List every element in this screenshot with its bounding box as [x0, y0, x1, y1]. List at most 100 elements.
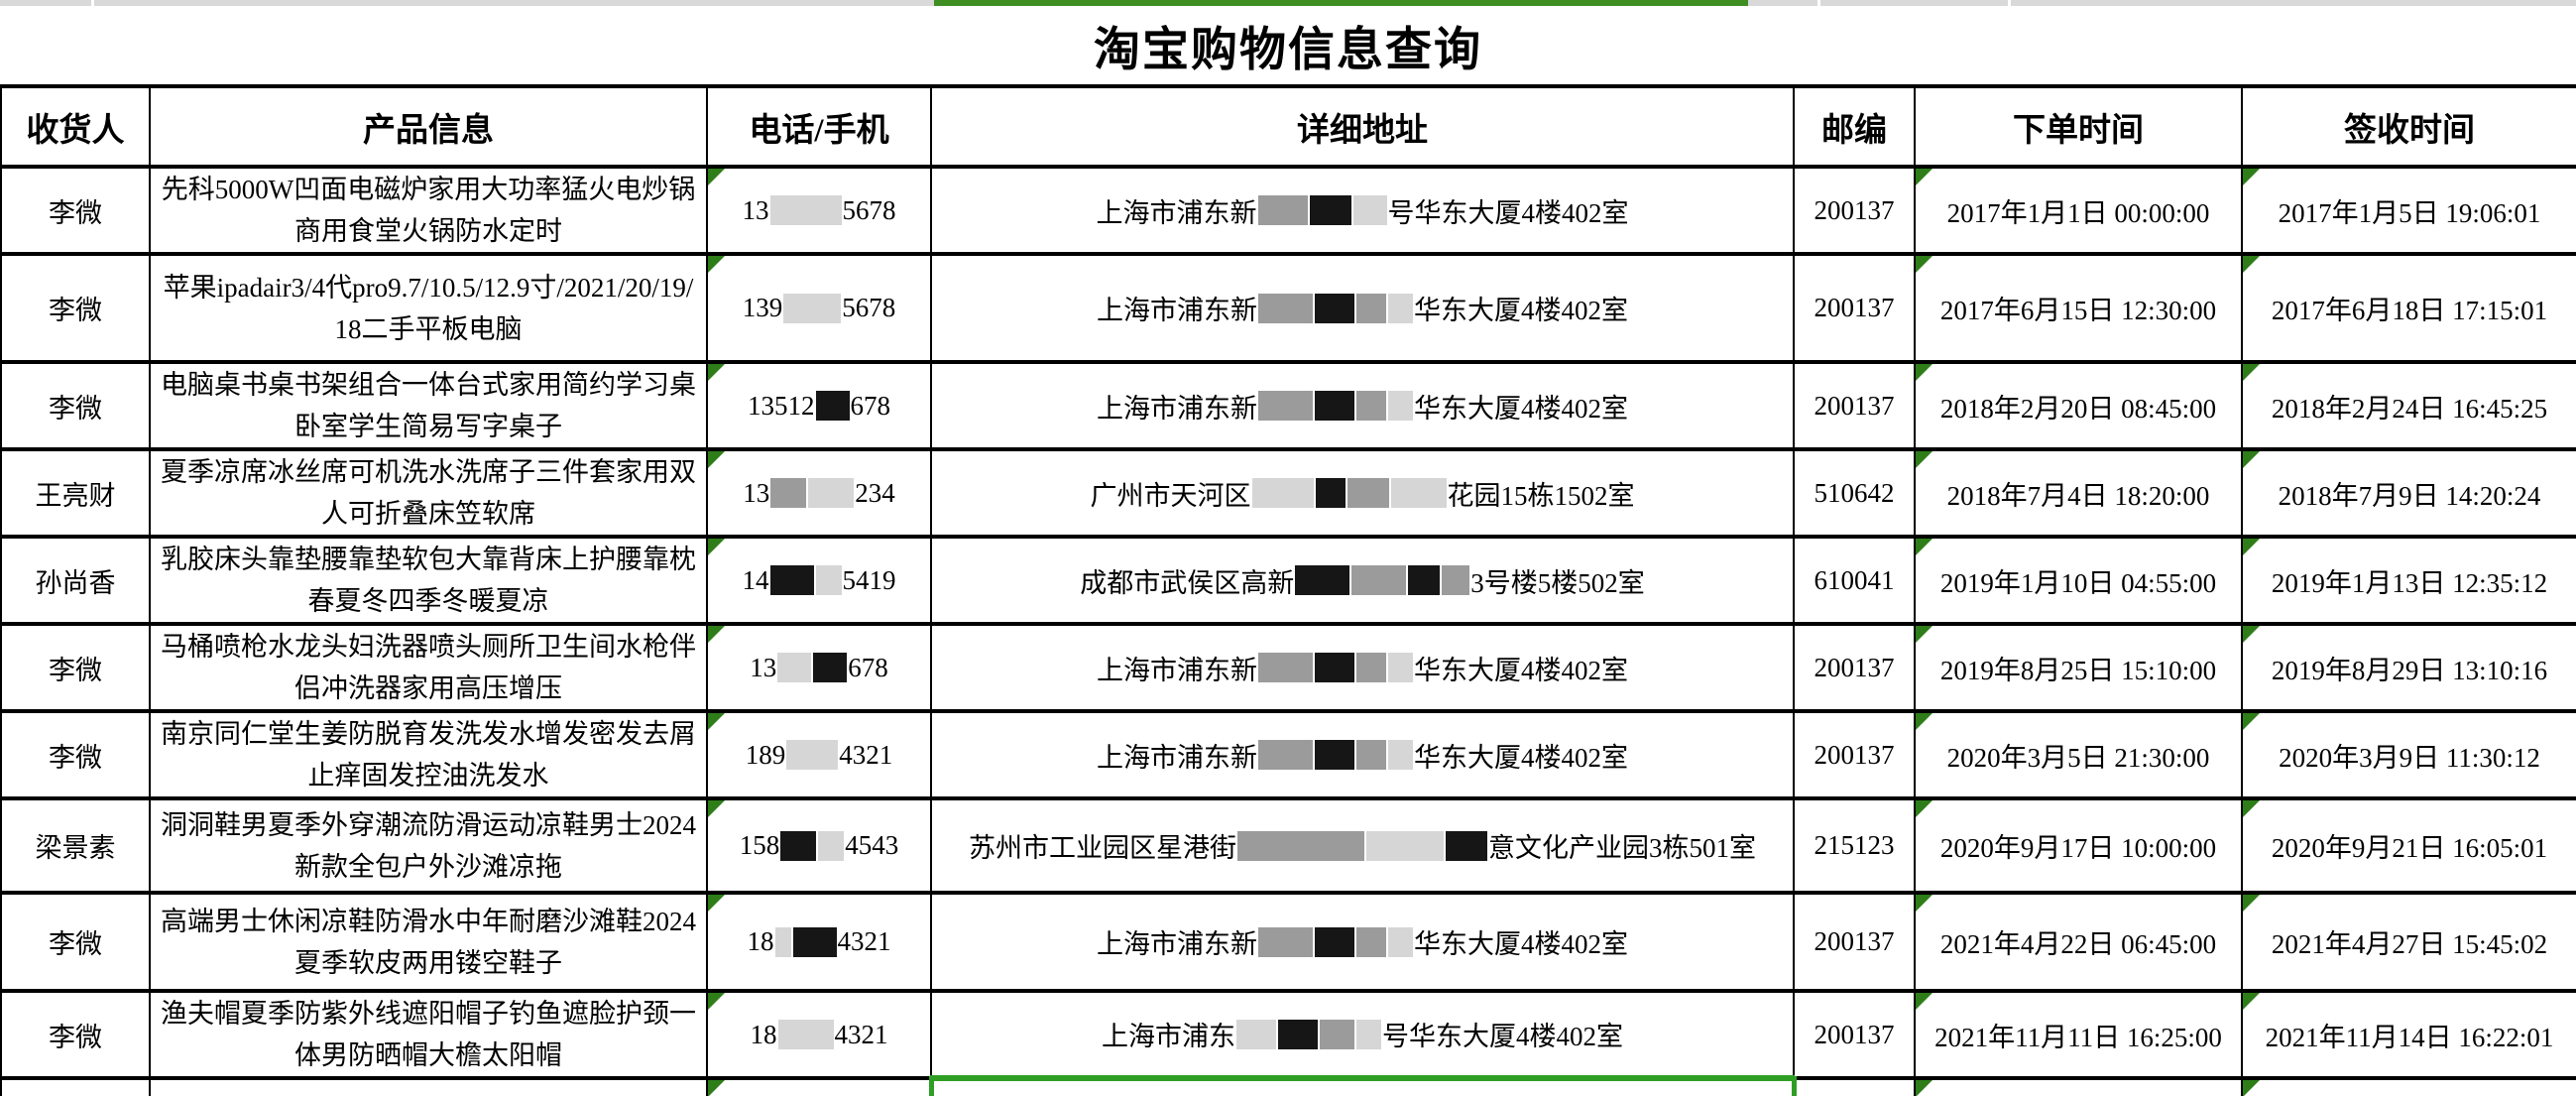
address-cell[interactable]: 上海市浦东新 华东大厦4楼402室	[930, 622, 1795, 713]
redaction-box	[1388, 653, 1413, 682]
header-row: 收货人 产品信息 电话/手机 详细地址 邮编 下单时间 签收时间	[0, 84, 2576, 169]
recipient-cell[interactable]: 李微	[0, 989, 151, 1080]
redaction-box	[1315, 478, 1346, 508]
recipient-cell[interactable]: 李微	[0, 252, 151, 364]
green-corner-flag-icon	[709, 995, 725, 1010]
phone-cell[interactable]: 14 5419	[706, 535, 932, 626]
order-time-cell[interactable]: 2019年8月25日 15:10:00	[1914, 622, 2243, 713]
order-time-cell[interactable]: 2020年3月5日 21:30:00	[1914, 709, 2243, 800]
order-time-cell[interactable]: 2019年1月10日 04:55:00	[1914, 535, 2243, 626]
text-segment: 234	[855, 477, 895, 508]
order-time-cell[interactable]: 2018年7月4日 18:20:00	[1914, 447, 2243, 539]
redacted-text: 13 234	[709, 477, 929, 509]
zip-cell[interactable]: 200137	[1793, 989, 1916, 1080]
phone-cell[interactable]: 139 5678	[706, 252, 932, 364]
phone-cell[interactable]: 18 4321	[706, 891, 932, 993]
address-cell[interactable]	[928, 1075, 1797, 1096]
sign-time-cell[interactable]: 2020年3月9日 11:30:12	[2241, 709, 2576, 800]
header-sign-time[interactable]: 签收时间	[2241, 84, 2576, 169]
product-cell[interactable]: 南京同仁堂生姜防脱育发洗发水增发密发去屑止痒固发控油洗发水	[149, 709, 708, 800]
address-cell[interactable]: 上海市浦东新 华东大厦4楼402室	[930, 891, 1795, 993]
recipient-cell[interactable]: 李微	[0, 622, 151, 713]
header-phone[interactable]: 电话/手机	[706, 84, 932, 169]
order-time-cell[interactable]: 2021年11月11日 16:25:00	[1914, 989, 2243, 1080]
redaction-box	[1356, 740, 1386, 770]
zip-cell[interactable]: 510642	[1793, 447, 1916, 539]
address-cell[interactable]: 上海市浦东新 号华东大厦4楼402室	[930, 165, 1795, 256]
product-cell[interactable]: 先科5000W凹面电磁炉家用大功率猛火电炒锅商用食堂火锅防水定时	[149, 165, 708, 256]
product-cell[interactable]: 夏季凉席冰丝席可机洗水洗席子三件套家用双人可折叠床笠软席	[149, 447, 708, 539]
sign-time-cell[interactable]: 2018年7月9日 14:20:24	[2241, 447, 2576, 539]
green-corner-flag-icon	[2244, 628, 2260, 643]
product-cell[interactable]: 乳胶床头靠垫腰靠垫软包大靠背床上护腰靠枕春夏冬四季冬暖夏凉	[149, 535, 708, 626]
sign-time-cell[interactable]: 2021年4月27日 15:45:02	[2241, 891, 2576, 993]
address-cell[interactable]: 广州市天河区 花园15栋1502室	[930, 447, 1795, 539]
recipient-cell[interactable]: 李微	[0, 165, 151, 256]
zip-cell[interactable]: 200137	[1793, 622, 1916, 713]
address-cell[interactable]: 上海市浦东新 华东大厦4楼402室	[930, 252, 1795, 364]
header-address[interactable]: 详细地址	[930, 84, 1795, 169]
zip-cell[interactable]: 200137	[1793, 891, 1916, 993]
cell-divider	[2008, 0, 2011, 6]
order-time-cell[interactable]	[1914, 1076, 2243, 1096]
sign-time-cell[interactable]: 2019年1月13日 12:35:12	[2241, 535, 2576, 626]
order-time-cell[interactable]: 2020年9月17日 10:00:00	[1914, 796, 2243, 895]
phone-cell[interactable]: 189 4321	[706, 709, 932, 800]
product-cell[interactable]: 高端男士休闲凉鞋防滑水中年耐磨沙滩鞋2024夏季软皮两用镂空鞋子	[149, 891, 708, 993]
sign-time-cell[interactable]: 2021年11月14日 16:22:01	[2241, 989, 2576, 1080]
address-cell[interactable]: 成都市武侯区高新 3号楼5楼502室	[930, 535, 1795, 626]
product-cell[interactable]: 马桶喷枪水龙头妇洗器喷头厕所卫生间水枪伴侣冲洗器家用高压增压	[149, 622, 708, 713]
phone-cell[interactable]: 158 4543	[706, 796, 932, 895]
phone-cell[interactable]: 13 678	[706, 622, 932, 713]
sign-time-cell[interactable]: 2017年1月5日 19:06:01	[2241, 165, 2576, 256]
green-corner-flag-icon	[2244, 171, 2260, 185]
header-zip[interactable]: 邮编	[1793, 84, 1916, 169]
order-time-cell[interactable]: 2021年4月22日 06:45:00	[1914, 891, 2243, 993]
order-time-text: 2019年8月25日 15:10:00	[1939, 655, 2217, 685]
recipient-cell[interactable]: 李微	[0, 360, 151, 451]
sign-time-cell[interactable]: 2017年6月18日 17:15:01	[2241, 252, 2576, 364]
address-cell[interactable]: 上海市浦东新 华东大厦4楼402室	[930, 360, 1795, 451]
green-corner-flag-icon	[709, 715, 725, 730]
sign-time-cell[interactable]: 2019年8月29日 13:10:16	[2241, 622, 2576, 713]
redaction-box	[1366, 830, 1444, 861]
address-cell[interactable]: 苏州市工业园区星港街 意文化产业园3栋501室	[930, 796, 1795, 895]
product-cell[interactable]: 电脑桌书桌书架组合一体台式家用简约学习桌卧室学生简易写字桌子	[149, 360, 708, 451]
phone-cell[interactable]: 13 5678	[706, 165, 932, 256]
zip-cell[interactable]: 215123	[1793, 796, 1916, 895]
recipient-cell[interactable]	[0, 1076, 151, 1096]
recipient-cell[interactable]: 孙尚香	[0, 535, 151, 626]
header-recipient[interactable]: 收货人	[0, 84, 151, 169]
phone-cell[interactable]: 13 234	[706, 447, 932, 539]
zip-cell[interactable]: 200137	[1793, 360, 1916, 451]
text-segment: 5678	[842, 194, 896, 225]
phone-cell[interactable]: 13512 678	[706, 360, 932, 451]
recipient-cell[interactable]: 李微	[0, 891, 151, 993]
product-cell[interactable]	[149, 1076, 708, 1096]
sign-time-cell[interactable]: 2020年9月21日 16:05:01	[2241, 796, 2576, 895]
product-cell[interactable]: 苹果ipadair3/4代pro9.7/10.5/12.9寸/2021/20/1…	[149, 252, 708, 364]
order-time-cell[interactable]: 2017年1月1日 00:00:00	[1914, 165, 2243, 256]
zip-cell[interactable]: 200137	[1793, 252, 1916, 364]
text-segment: 上海市浦东新	[1096, 197, 1257, 228]
recipient-cell[interactable]: 梁景素	[0, 796, 151, 895]
header-order-time[interactable]: 下单时间	[1914, 84, 2243, 169]
sign-time-cell[interactable]	[2241, 1076, 2576, 1096]
phone-cell[interactable]	[706, 1076, 932, 1096]
address-cell[interactable]: 上海市浦东 号华东大厦4楼402室	[930, 989, 1795, 1080]
header-product[interactable]: 产品信息	[149, 84, 708, 169]
zip-cell[interactable]: 200137	[1793, 709, 1916, 800]
zip-cell[interactable]: 200137	[1793, 165, 1916, 256]
phone-cell[interactable]: 18 4321	[706, 989, 932, 1080]
product-cell[interactable]: 洞洞鞋男夏季外穿潮流防滑运动凉鞋男士2024新款全包户外沙滩凉拖	[149, 796, 708, 895]
product-cell[interactable]: 渔夫帽夏季防紫外线遮阳帽子钓鱼遮脸护颈一体男防晒帽大檐太阳帽	[149, 989, 708, 1080]
order-time-cell[interactable]: 2018年2月20日 08:45:00	[1914, 360, 2243, 451]
recipient-cell[interactable]: 李微	[0, 709, 151, 800]
sign-time-cell[interactable]: 2018年2月24日 16:45:25	[2241, 360, 2576, 451]
page-title[interactable]: 淘宝购物信息查询	[1094, 25, 1482, 76]
zip-cell[interactable]: 610041	[1793, 535, 1916, 626]
recipient-cell[interactable]: 王亮财	[0, 447, 151, 539]
address-cell[interactable]: 上海市浦东新 华东大厦4楼402室	[930, 709, 1795, 800]
zip-cell[interactable]	[1793, 1076, 1916, 1096]
order-time-cell[interactable]: 2017年6月15日 12:30:00	[1914, 252, 2243, 364]
